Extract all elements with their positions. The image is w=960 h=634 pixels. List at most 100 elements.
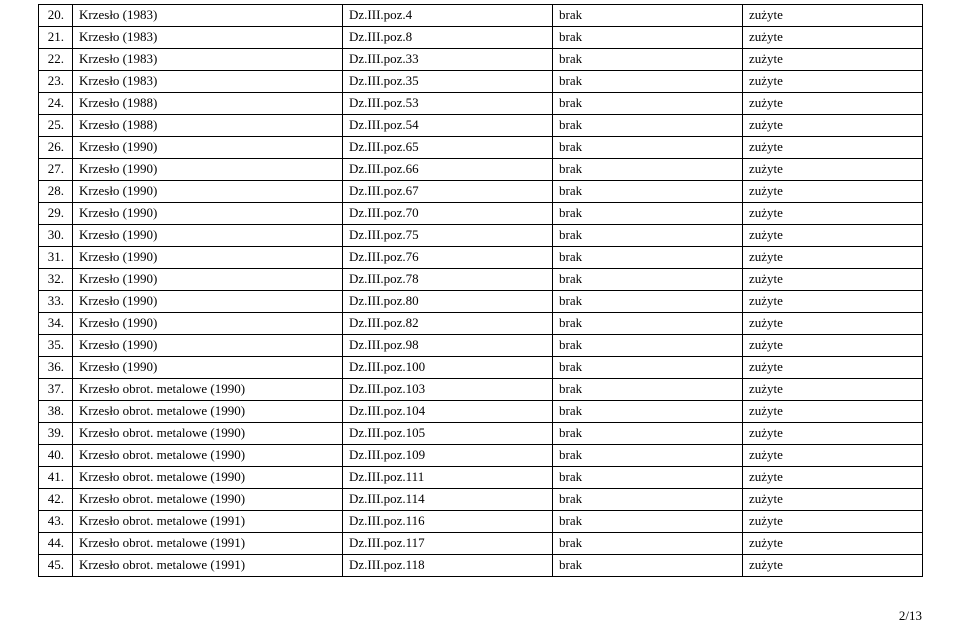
status-2: zużyte (743, 269, 923, 291)
row-number: 28. (39, 181, 73, 203)
status-2: zużyte (743, 533, 923, 555)
status-2: zużyte (743, 291, 923, 313)
table-row: 25.Krzesło (1988)Dz.III.poz.54brakzużyte (39, 115, 923, 137)
item-code: Dz.III.poz.78 (343, 269, 553, 291)
status-1: brak (553, 269, 743, 291)
status-2: zużyte (743, 423, 923, 445)
status-1: brak (553, 467, 743, 489)
row-number: 24. (39, 93, 73, 115)
item-name: Krzesło (1990) (73, 181, 343, 203)
status-2: zużyte (743, 335, 923, 357)
status-1: brak (553, 489, 743, 511)
row-number: 33. (39, 291, 73, 313)
item-code: Dz.III.poz.104 (343, 401, 553, 423)
table-row: 38.Krzesło obrot. metalowe (1990)Dz.III.… (39, 401, 923, 423)
item-name: Krzesło obrot. metalowe (1990) (73, 379, 343, 401)
status-1: brak (553, 5, 743, 27)
status-1: brak (553, 423, 743, 445)
row-number: 42. (39, 489, 73, 511)
row-number: 44. (39, 533, 73, 555)
item-code: Dz.III.poz.67 (343, 181, 553, 203)
row-number: 30. (39, 225, 73, 247)
table-row: 41.Krzesło obrot. metalowe (1990)Dz.III.… (39, 467, 923, 489)
item-name: Krzesło (1990) (73, 313, 343, 335)
item-name: Krzesło (1990) (73, 357, 343, 379)
status-1: brak (553, 247, 743, 269)
table-row: 23.Krzesło (1983)Dz.III.poz.35brakzużyte (39, 71, 923, 93)
table-row: 29.Krzesło (1990)Dz.III.poz.70brakzużyte (39, 203, 923, 225)
item-name: Krzesło (1990) (73, 335, 343, 357)
row-number: 40. (39, 445, 73, 467)
status-2: zużyte (743, 27, 923, 49)
item-name: Krzesło obrot. metalowe (1990) (73, 489, 343, 511)
status-1: brak (553, 335, 743, 357)
table-row: 43.Krzesło obrot. metalowe (1991)Dz.III.… (39, 511, 923, 533)
table-row: 35.Krzesło (1990)Dz.III.poz.98brakzużyte (39, 335, 923, 357)
item-name: Krzesło (1983) (73, 49, 343, 71)
row-number: 36. (39, 357, 73, 379)
status-2: zużyte (743, 247, 923, 269)
item-code: Dz.III.poz.116 (343, 511, 553, 533)
item-code: Dz.III.poz.118 (343, 555, 553, 577)
table-row: 21.Krzesło (1983)Dz.III.poz.8brakzużyte (39, 27, 923, 49)
item-code: Dz.III.poz.98 (343, 335, 553, 357)
status-1: brak (553, 93, 743, 115)
table-row: 37.Krzesło obrot. metalowe (1990)Dz.III.… (39, 379, 923, 401)
item-code: Dz.III.poz.109 (343, 445, 553, 467)
item-code: Dz.III.poz.114 (343, 489, 553, 511)
table-row: 22.Krzesło (1983)Dz.III.poz.33brakzużyte (39, 49, 923, 71)
status-2: zużyte (743, 379, 923, 401)
item-code: Dz.III.poz.4 (343, 5, 553, 27)
status-2: zużyte (743, 357, 923, 379)
item-code: Dz.III.poz.35 (343, 71, 553, 93)
item-name: Krzesło obrot. metalowe (1991) (73, 533, 343, 555)
item-code: Dz.III.poz.76 (343, 247, 553, 269)
status-1: brak (553, 181, 743, 203)
item-name: Krzesło (1990) (73, 291, 343, 313)
item-code: Dz.III.poz.105 (343, 423, 553, 445)
item-code: Dz.III.poz.8 (343, 27, 553, 49)
status-2: zużyte (743, 225, 923, 247)
item-name: Krzesło (1983) (73, 27, 343, 49)
row-number: 21. (39, 27, 73, 49)
row-number: 23. (39, 71, 73, 93)
item-code: Dz.III.poz.33 (343, 49, 553, 71)
item-name: Krzesło (1990) (73, 225, 343, 247)
row-number: 43. (39, 511, 73, 533)
status-1: brak (553, 445, 743, 467)
table-row: 39.Krzesło obrot. metalowe (1990)Dz.III.… (39, 423, 923, 445)
item-name: Krzesło (1988) (73, 93, 343, 115)
status-2: zużyte (743, 445, 923, 467)
item-code: Dz.III.poz.66 (343, 159, 553, 181)
status-1: brak (553, 137, 743, 159)
item-code: Dz.III.poz.53 (343, 93, 553, 115)
table-row: 45.Krzesło obrot. metalowe (1991)Dz.III.… (39, 555, 923, 577)
table-row: 44.Krzesło obrot. metalowe (1991)Dz.III.… (39, 533, 923, 555)
status-2: zużyte (743, 313, 923, 335)
status-1: brak (553, 225, 743, 247)
status-1: brak (553, 291, 743, 313)
item-name: Krzesło (1983) (73, 71, 343, 93)
item-code: Dz.III.poz.75 (343, 225, 553, 247)
item-code: Dz.III.poz.70 (343, 203, 553, 225)
status-1: brak (553, 357, 743, 379)
row-number: 45. (39, 555, 73, 577)
row-number: 37. (39, 379, 73, 401)
item-name: Krzesło obrot. metalowe (1991) (73, 555, 343, 577)
status-2: zużyte (743, 159, 923, 181)
item-code: Dz.III.poz.65 (343, 137, 553, 159)
table-row: 24.Krzesło (1988)Dz.III.poz.53brakzużyte (39, 93, 923, 115)
status-1: brak (553, 313, 743, 335)
item-code: Dz.III.poz.117 (343, 533, 553, 555)
table-row: 32.Krzesło (1990)Dz.III.poz.78brakzużyte (39, 269, 923, 291)
item-name: Krzesło (1983) (73, 5, 343, 27)
item-code: Dz.III.poz.54 (343, 115, 553, 137)
item-code: Dz.III.poz.82 (343, 313, 553, 335)
item-name: Krzesło (1990) (73, 203, 343, 225)
row-number: 27. (39, 159, 73, 181)
status-2: zużyte (743, 489, 923, 511)
row-number: 38. (39, 401, 73, 423)
table-row: 28.Krzesło (1990)Dz.III.poz.67brakzużyte (39, 181, 923, 203)
row-number: 26. (39, 137, 73, 159)
row-number: 22. (39, 49, 73, 71)
